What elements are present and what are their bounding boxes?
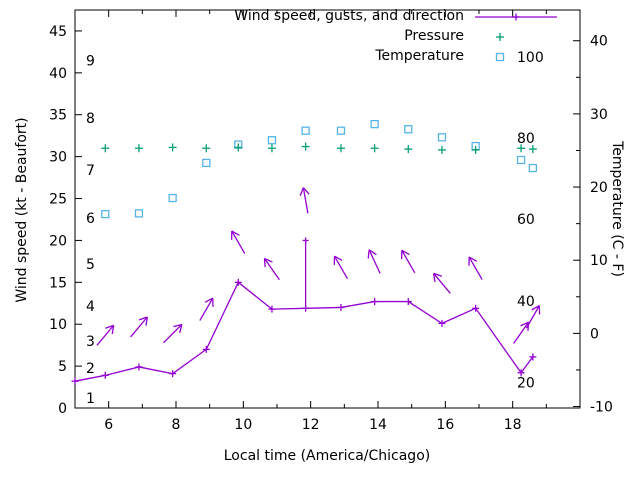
wind-arrow-icon bbox=[367, 249, 381, 274]
svg-text:4: 4 bbox=[86, 299, 95, 315]
svg-text:-10: -10 bbox=[590, 400, 613, 416]
svg-text:45: 45 bbox=[49, 24, 67, 40]
wind-arrow-icon bbox=[401, 249, 416, 274]
temperature-series bbox=[101, 119, 538, 219]
right-axis-title: Temperature (C - F) bbox=[609, 141, 625, 277]
svg-text:10: 10 bbox=[49, 317, 67, 333]
wind-arrow-icon bbox=[199, 297, 214, 321]
svg-text:30: 30 bbox=[49, 150, 67, 166]
legend-row-wind: Wind speed, gusts, and direction bbox=[234, 6, 558, 26]
wind-arrow-icon bbox=[299, 187, 310, 214]
svg-text:40: 40 bbox=[49, 66, 67, 82]
svg-text:8: 8 bbox=[172, 417, 181, 433]
svg-text:6: 6 bbox=[104, 417, 113, 433]
svg-text:15: 15 bbox=[49, 275, 67, 291]
svg-text:12: 12 bbox=[302, 417, 320, 433]
legend-row-temperature: Temperature bbox=[375, 46, 558, 66]
wind-arrow-icon bbox=[130, 316, 148, 338]
svg-text:7: 7 bbox=[86, 163, 95, 179]
svg-text:16: 16 bbox=[436, 417, 454, 433]
svg-text:10: 10 bbox=[590, 253, 608, 269]
legend-label-temperature: Temperature bbox=[375, 48, 464, 64]
svg-text:5: 5 bbox=[86, 257, 95, 273]
left-axis-title: Wind speed (kt - Beaufort) bbox=[14, 117, 30, 303]
legend-label-pressure: Pressure bbox=[404, 28, 464, 44]
svg-text:3: 3 bbox=[86, 334, 95, 350]
wind-arrow-icon bbox=[230, 230, 246, 254]
svg-text:9: 9 bbox=[86, 53, 95, 69]
legend-sample-wind bbox=[474, 9, 558, 23]
legend-row-pressure: Pressure bbox=[404, 26, 558, 46]
wind-series bbox=[71, 237, 537, 385]
wind-arrow-icon bbox=[525, 305, 541, 329]
svg-text:14: 14 bbox=[369, 417, 387, 433]
legend-sample-temperature bbox=[474, 49, 558, 63]
svg-text:2: 2 bbox=[86, 361, 95, 377]
svg-text:20: 20 bbox=[517, 375, 535, 391]
svg-text:100: 100 bbox=[517, 50, 544, 66]
wind-arrow-icon bbox=[263, 257, 280, 281]
wind-arrow-icon bbox=[432, 272, 451, 294]
axes-and-ticks: 6 8 10 12 14 16 18051015202530354045-100102030… bbox=[49, 9, 613, 433]
svg-text:20: 20 bbox=[590, 180, 608, 196]
legend-label-wind: Wind speed, gusts, and direction bbox=[234, 8, 464, 24]
svg-text:25: 25 bbox=[49, 192, 67, 208]
wind-arrow-icon bbox=[333, 255, 349, 280]
svg-text:18: 18 bbox=[504, 417, 522, 433]
svg-text:0: 0 bbox=[58, 401, 67, 417]
beaufort-scale-labels: 1 2 3 4 5 6 7 8 9 bbox=[86, 53, 95, 407]
x-axis-title: Local time (America/Chicago) bbox=[223, 448, 431, 464]
svg-text:6: 6 bbox=[86, 211, 95, 227]
wind-arrow-icon bbox=[96, 324, 115, 346]
wind-arrow-icon bbox=[162, 323, 183, 344]
svg-text:1: 1 bbox=[86, 391, 95, 407]
svg-text:8: 8 bbox=[86, 111, 95, 127]
svg-text:40: 40 bbox=[590, 34, 608, 50]
svg-text:5: 5 bbox=[58, 359, 67, 375]
svg-text:10: 10 bbox=[234, 417, 252, 433]
wind-direction-arrows bbox=[96, 187, 541, 346]
fahrenheit-scale-labels: 20 40 60 80 100 bbox=[517, 50, 544, 392]
legend: Wind speed, gusts, and direction Pressur… bbox=[234, 6, 558, 66]
legend-sample-pressure bbox=[474, 29, 558, 43]
svg-text:35: 35 bbox=[49, 108, 67, 124]
svg-text:40: 40 bbox=[517, 294, 535, 310]
pressure-series bbox=[101, 142, 537, 154]
svg-text:80: 80 bbox=[517, 131, 535, 147]
svg-text:30: 30 bbox=[590, 107, 608, 123]
svg-text:20: 20 bbox=[49, 233, 67, 249]
svg-text:0: 0 bbox=[590, 326, 599, 342]
wind-arrow-icon bbox=[468, 256, 483, 280]
svg-text:60: 60 bbox=[517, 212, 535, 228]
